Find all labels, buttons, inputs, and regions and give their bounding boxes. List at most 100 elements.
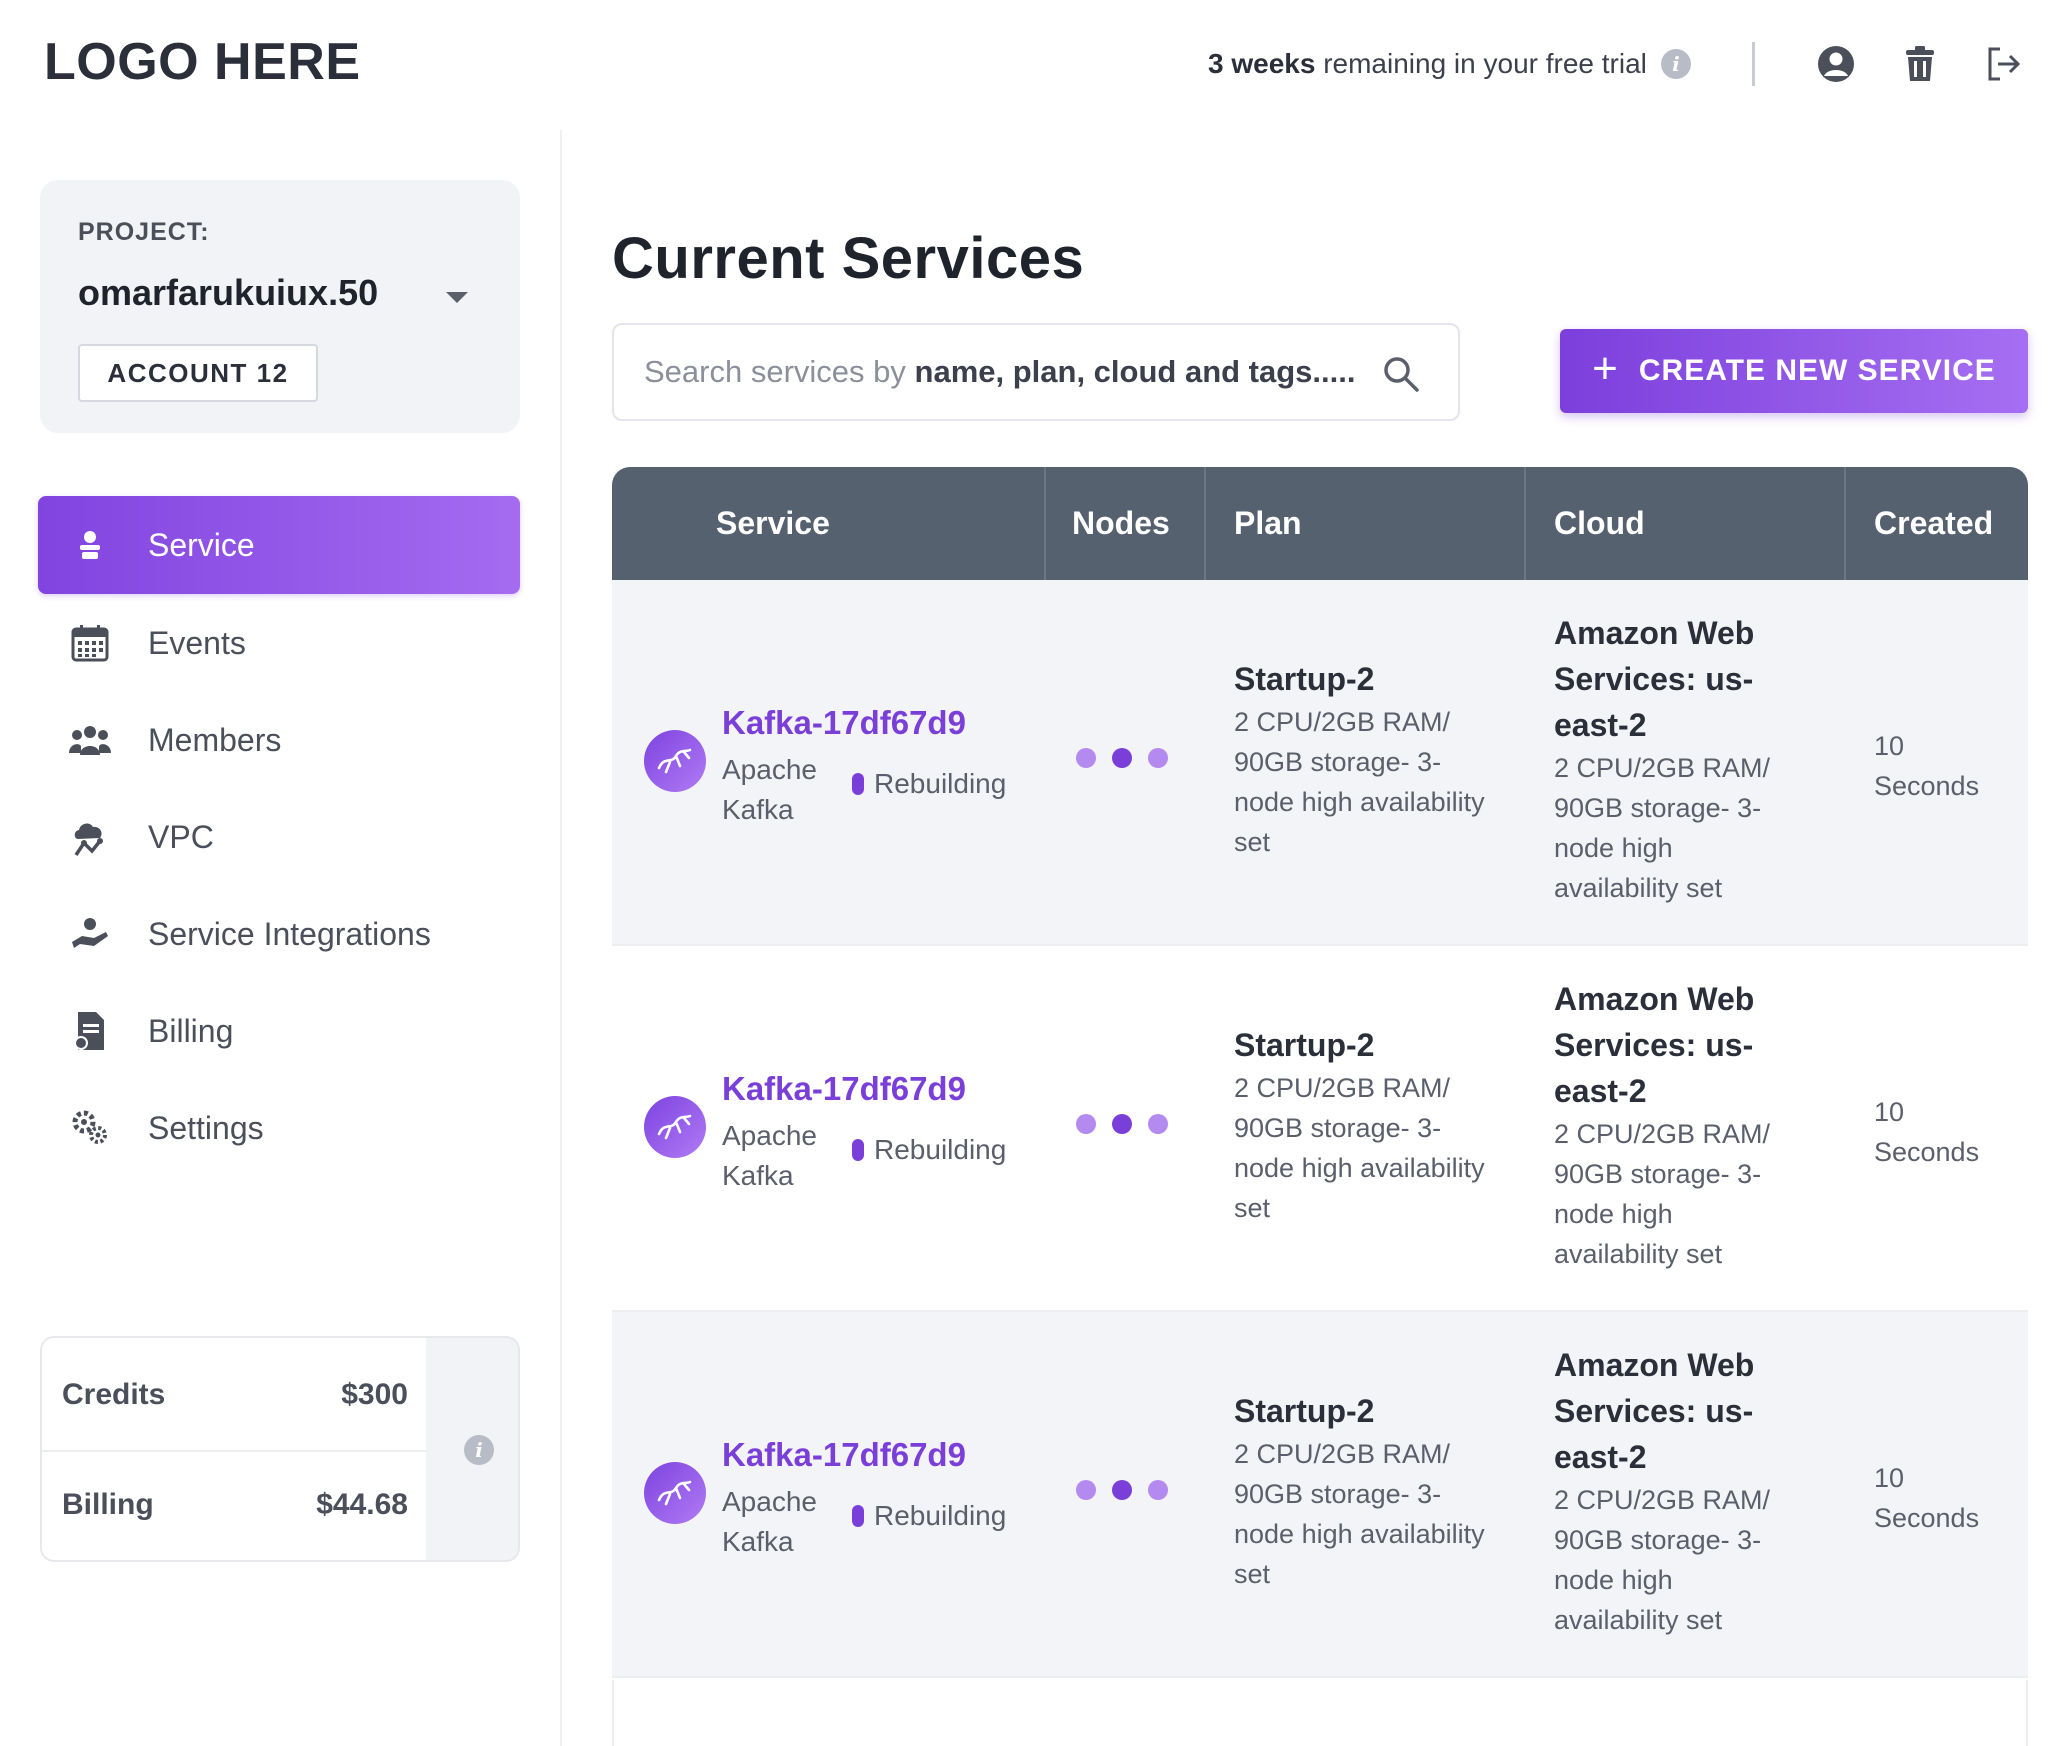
trial-notice: 3 weeks remaining in your free trial i [1208, 48, 1691, 80]
status-indicator [852, 773, 864, 795]
column-divider [1844, 467, 1846, 580]
sidebar-item-service-integrations[interactable]: Service Integrations [38, 886, 520, 982]
create-button-label: CREATE NEW SERVICE [1638, 354, 1996, 387]
trash-icon[interactable] [1900, 44, 1940, 84]
created-time: 10 Seconds [1874, 1463, 1980, 1533]
project-label: PROJECT: [78, 218, 210, 246]
node-dot [1148, 1480, 1168, 1500]
status-badge: Rebuilding [852, 1134, 1006, 1166]
project-selector[interactable]: omarfarukuiux.50 [78, 272, 379, 313]
sidebar-divider [560, 130, 562, 1746]
page-title: Current Services [612, 226, 1085, 291]
service-type: Apache Kafka [722, 1486, 817, 1557]
service-name-link[interactable]: Kafka-17df67d9 [722, 704, 966, 741]
info-icon[interactable]: i [464, 1435, 494, 1465]
node-dot [1076, 1114, 1096, 1134]
plus-icon: + [1592, 344, 1619, 393]
plan-title: Startup-2 [1234, 1027, 1375, 1063]
status-badge: Rebuilding [852, 1500, 1006, 1532]
create-new-service-button[interactable]: + CREATE NEW SERVICE [1560, 329, 2028, 413]
status-text: Rebuilding [874, 768, 1007, 799]
account-button[interactable]: ACCOUNT 12 [78, 344, 318, 402]
node-dot [1076, 748, 1096, 768]
logout-icon[interactable] [1984, 44, 2024, 84]
table-row[interactable] [612, 1680, 2028, 1746]
credits-label: Credits [62, 1378, 166, 1411]
service-icon [68, 523, 112, 567]
sidebar-item-settings[interactable]: Settings [38, 1080, 520, 1176]
logo: LOGO HERE [44, 33, 361, 91]
status-indicator [852, 1505, 864, 1527]
sidebar-nav: Service Events [38, 496, 520, 1177]
node-dot [1148, 1114, 1168, 1134]
credits-row: Credits $300 [62, 1378, 408, 1412]
plan-title: Startup-2 [1234, 1393, 1375, 1429]
billing-row: Billing $44.68 [62, 1488, 408, 1522]
kafka-icon [644, 1462, 706, 1524]
sidebar-item-label: Service Integrations [148, 915, 431, 952]
user-icon[interactable] [1816, 44, 1856, 84]
sidebar-item-label: Members [148, 721, 282, 758]
plan-cell: Startup-2 2 CPU/2GB RAM/ 90GB storage- 3… [1234, 1022, 1494, 1228]
service-type: Apache Kafka [722, 1120, 817, 1191]
cloud-title: Amazon Web Services: us-east-2 [1554, 1347, 1755, 1475]
sidebar-item-events[interactable]: Events [38, 595, 520, 691]
column-divider [1204, 467, 1206, 580]
cloud-title: Amazon Web Services: us-east-2 [1554, 615, 1755, 743]
service-name-link[interactable]: Kafka-17df67d9 [722, 1070, 966, 1107]
chevron-down-icon[interactable] [446, 292, 468, 303]
credits-value: $300 [341, 1378, 408, 1411]
column-header-cloud[interactable]: Cloud [1554, 505, 1645, 541]
sidebar-item-label: VPC [148, 818, 214, 855]
node-dot [1148, 748, 1168, 768]
sidebar-item-billing[interactable]: Billing [38, 983, 520, 1079]
search-icon[interactable] [1382, 355, 1420, 401]
node-indicator [1076, 1114, 1168, 1134]
cloud-description: 2 CPU/2GB RAM/ 90GB storage- 3-node high… [1554, 753, 1771, 903]
table-row[interactable]: Kafka-17df67d9 Apache Kafka Rebuilding S… [612, 580, 2028, 946]
node-dot [1076, 1480, 1096, 1500]
table-row[interactable]: Kafka-17df67d9 Apache Kafka Rebuilding S… [612, 1312, 2028, 1678]
plan-description: 2 CPU/2GB RAM/ 90GB storage- 3-node high… [1234, 1439, 1485, 1589]
column-header-service[interactable]: Service [716, 505, 830, 541]
status-text: Rebuilding [874, 1500, 1007, 1531]
info-icon[interactable]: i [1660, 49, 1691, 79]
cloud-description: 2 CPU/2GB RAM/ 90GB storage- 3-node high… [1554, 1119, 1771, 1269]
cloud-cell: Amazon Web Services: us-east-2 2 CPU/2GB… [1554, 1342, 1804, 1640]
node-dot [1112, 1480, 1132, 1500]
node-indicator [1076, 1480, 1168, 1500]
column-header-nodes[interactable]: Nodes [1072, 505, 1170, 541]
cloud-cell: Amazon Web Services: us-east-2 2 CPU/2GB… [1554, 610, 1804, 908]
service-type: Apache Kafka [722, 754, 817, 825]
integrations-icon [68, 912, 112, 956]
balance-divider [42, 1450, 426, 1452]
billing-icon [68, 1009, 112, 1053]
trial-text: remaining in your free trial [1323, 48, 1647, 79]
settings-icon [68, 1106, 112, 1150]
table-row[interactable]: Kafka-17df67d9 Apache Kafka Rebuilding S… [612, 946, 2028, 1312]
column-divider [1524, 467, 1526, 580]
status-badge: Rebuilding [852, 768, 1006, 800]
status-indicator [852, 1139, 864, 1161]
created-time: 10 Seconds [1874, 1097, 1980, 1167]
balance-card: Credits $300 Billing $44.68 i [40, 1336, 520, 1562]
services-table: Service Nodes Plan Cloud Created Kafka-1… [612, 467, 2028, 1746]
sidebar-item-label: Billing [148, 1012, 234, 1049]
table-header: Service Nodes Plan Cloud Created [612, 467, 2028, 580]
node-dot [1112, 748, 1132, 768]
sidebar-item-members[interactable]: Members [38, 692, 520, 788]
billing-label: Billing [62, 1488, 154, 1521]
balance-table: Credits $300 Billing $44.68 [42, 1338, 426, 1560]
column-header-created[interactable]: Created [1874, 505, 1994, 541]
sidebar-item-vpc[interactable]: VPC [38, 789, 520, 885]
search-input[interactable]: Search services by name, plan, cloud and… [612, 323, 1460, 421]
project-card: PROJECT: omarfarukuiux.50 ACCOUNT 12 [40, 180, 520, 433]
service-name-link[interactable]: Kafka-17df67d9 [722, 1436, 966, 1473]
plan-cell: Startup-2 2 CPU/2GB RAM/ 90GB storage- 3… [1234, 1388, 1494, 1594]
column-header-plan[interactable]: Plan [1234, 505, 1302, 541]
sidebar-item-service[interactable]: Service [38, 496, 520, 594]
cloud-title: Amazon Web Services: us-east-2 [1554, 981, 1755, 1109]
status-text: Rebuilding [874, 1134, 1007, 1165]
plan-description: 2 CPU/2GB RAM/ 90GB storage- 3-node high… [1234, 707, 1485, 857]
node-dot [1112, 1114, 1132, 1134]
